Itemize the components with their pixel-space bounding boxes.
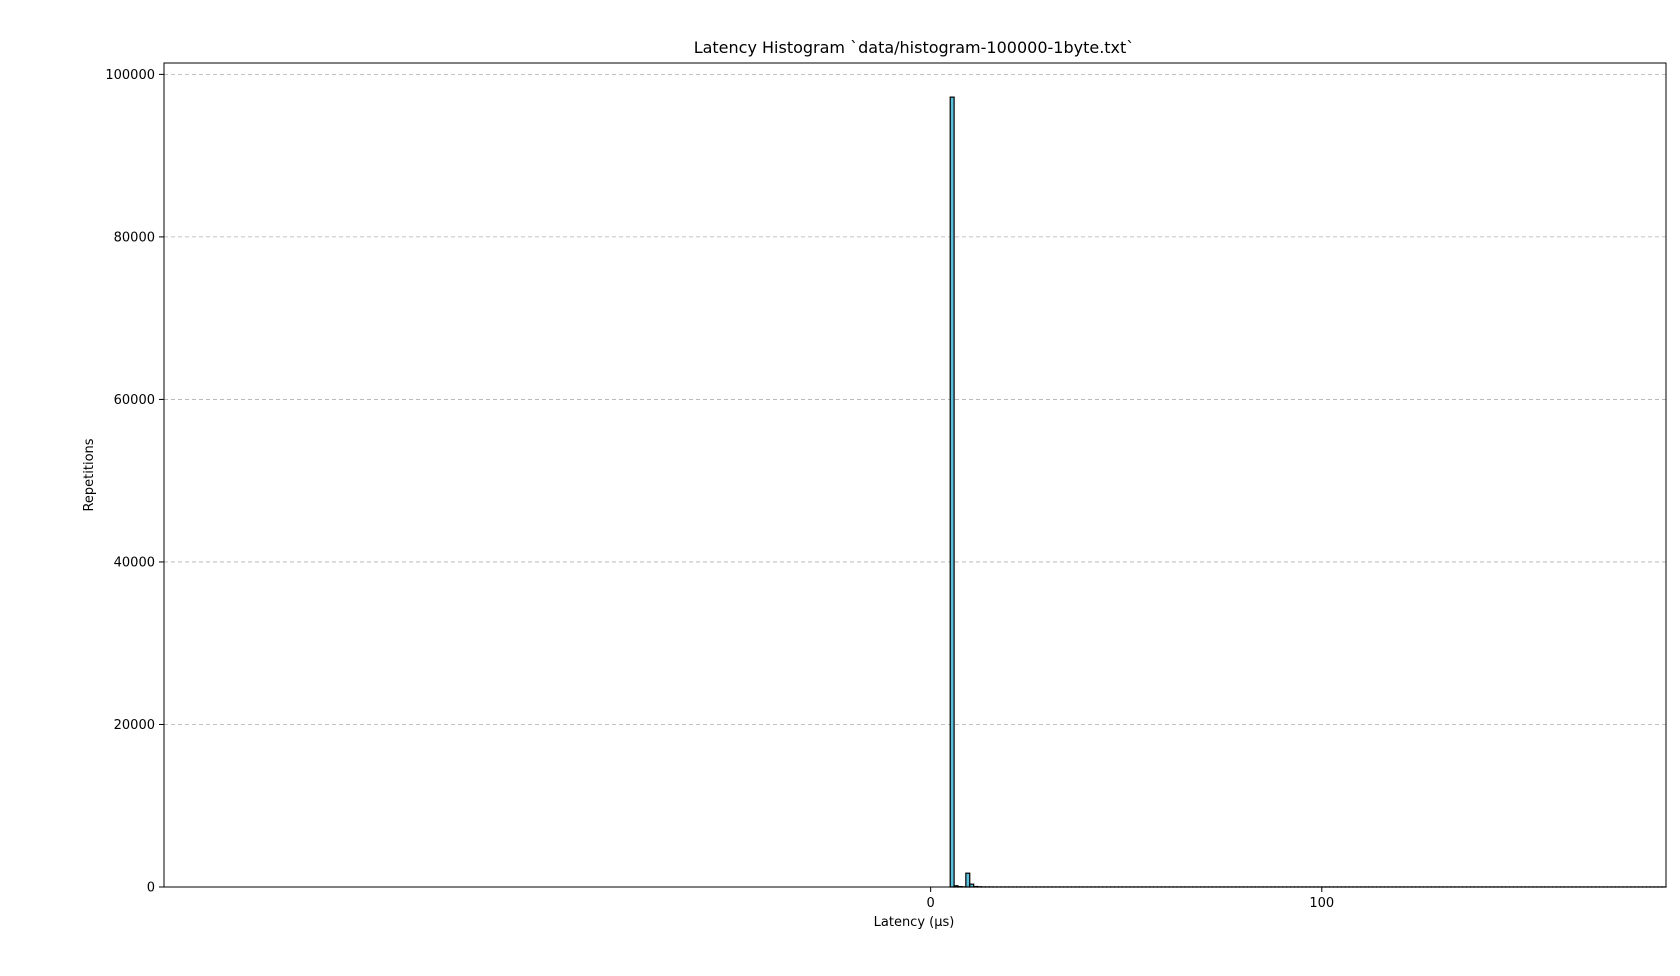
plot-frame (163, 62, 1667, 888)
x-tick-label: 100 (1309, 896, 1334, 911)
y-tick-label: 60000 (114, 393, 155, 408)
y-tick-label: 0 (147, 881, 155, 896)
x-tick-label: 0 (927, 896, 935, 911)
histogram-bar (949, 96, 955, 888)
y-tick-label: 80000 (114, 230, 155, 245)
y-axis-title: Repetitions (82, 438, 97, 511)
x-axis-title: Latency (µs) (874, 915, 955, 930)
y-tick-label: 40000 (114, 555, 155, 570)
chart-title: Latency Histogram `data/histogram-100000… (694, 38, 1135, 57)
x-axis-ticks: 0 100 (927, 887, 1334, 911)
y-tick-label: 20000 (114, 718, 155, 733)
grid-lines (164, 73, 1666, 725)
y-tick-label: 100000 (105, 68, 155, 83)
y-axis-ticks: 0 20000 40000 60000 80000 100000 (105, 68, 164, 896)
